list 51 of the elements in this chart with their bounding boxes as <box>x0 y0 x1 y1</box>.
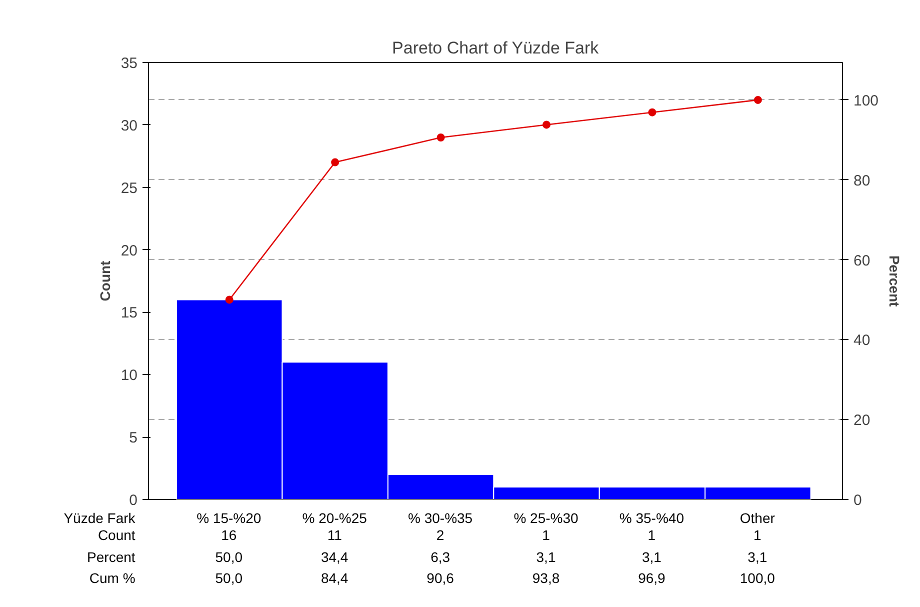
y-tick-label: 15 <box>120 304 138 322</box>
y-tick-label: 35 <box>120 55 138 72</box>
data-label: 2 <box>436 526 444 545</box>
x-axis-title: Yüzde Fark <box>64 509 136 528</box>
text: 3,1 <box>536 548 556 567</box>
data-label: 100,0 <box>740 569 775 588</box>
y2-tick-label: 100 <box>854 92 879 110</box>
y2-tick-label: 20 <box>854 412 870 430</box>
y2-tick-label: 0 <box>854 492 862 509</box>
data-label: 50,0 <box>215 569 243 588</box>
text: 3,1 <box>642 548 662 567</box>
point <box>542 120 551 129</box>
data-label: 16 <box>221 526 237 545</box>
y-tick-label: 5 <box>129 430 138 447</box>
x-tick-label: % 25-%30 <box>514 509 578 528</box>
data-label: 93,8 <box>532 569 560 588</box>
y-axis-title: Count <box>96 260 113 302</box>
text: Count <box>98 526 136 545</box>
data-label: 90,6 <box>426 569 454 588</box>
x-tick-label: Other <box>740 509 775 528</box>
point <box>754 96 762 104</box>
x-tick-label: % 15-%20 <box>196 509 262 528</box>
text: Cum % <box>89 569 136 588</box>
y-tick-label: 20 <box>120 242 138 260</box>
chart-title: Pareto Chart of Yüzde Fark <box>392 38 600 58</box>
data-label: 96,9 <box>638 569 666 588</box>
data-label: 1 <box>753 526 762 545</box>
point <box>331 158 340 166</box>
y-tick-label: 30 <box>120 117 138 134</box>
y2-tick-label: 60 <box>854 252 870 270</box>
data-label: 84,4 <box>320 569 348 588</box>
text: 6,3 <box>430 548 450 567</box>
x-tick-label: % 35-%40 <box>619 509 684 528</box>
data-label: 11 <box>327 526 342 545</box>
text: 50,0 <box>215 548 243 567</box>
point <box>436 134 445 142</box>
y2-tick-label: 40 <box>854 332 870 350</box>
data-label: 1 <box>542 526 550 545</box>
text: 3,1 <box>748 548 768 567</box>
text: Percent <box>87 548 136 567</box>
y-tick-label: 10 <box>120 367 138 384</box>
y2-axis-title: Percent <box>886 255 903 308</box>
point <box>225 296 234 304</box>
text: 34,4 <box>320 548 348 567</box>
y-tick-label: 0 <box>129 492 138 509</box>
x-tick-label: % 20-%25 <box>302 509 367 528</box>
data-label: 1 <box>648 526 656 545</box>
y-tick-label: 25 <box>120 180 138 197</box>
x-tick-label: % 30-%35 <box>408 509 473 528</box>
y2-tick-label: 80 <box>854 172 870 190</box>
point <box>648 108 656 116</box>
